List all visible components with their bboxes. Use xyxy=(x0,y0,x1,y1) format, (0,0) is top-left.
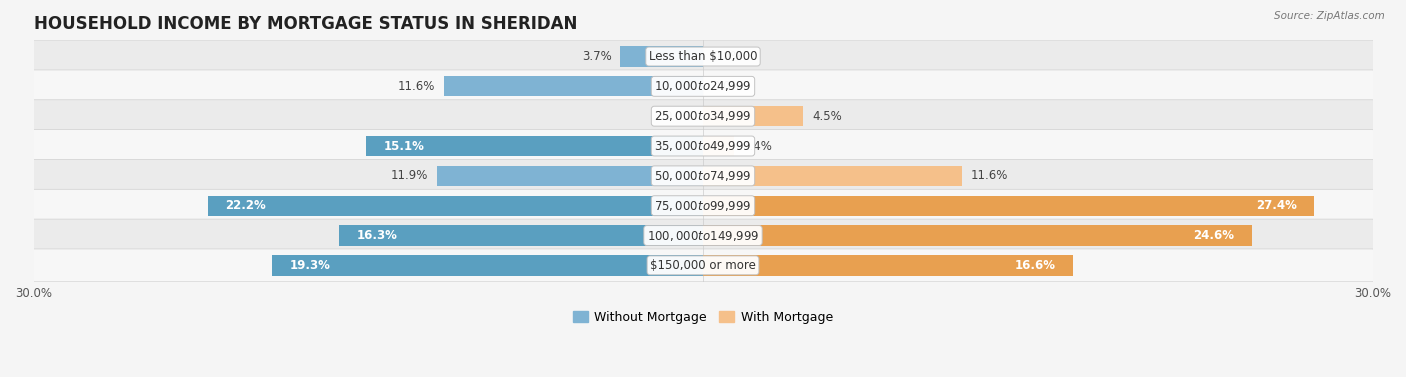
Text: 11.9%: 11.9% xyxy=(391,169,429,182)
Text: $35,000 to $49,999: $35,000 to $49,999 xyxy=(654,139,752,153)
FancyBboxPatch shape xyxy=(32,70,1374,103)
Text: 15.1%: 15.1% xyxy=(384,139,425,153)
Bar xyxy=(339,225,703,246)
Text: $50,000 to $74,999: $50,000 to $74,999 xyxy=(654,169,752,183)
Bar xyxy=(437,166,703,186)
Text: 0.0%: 0.0% xyxy=(711,50,741,63)
Text: 16.3%: 16.3% xyxy=(357,229,398,242)
FancyBboxPatch shape xyxy=(32,130,1374,162)
Bar xyxy=(208,196,703,216)
Text: 11.6%: 11.6% xyxy=(398,80,436,93)
Text: $150,000 or more: $150,000 or more xyxy=(650,259,756,272)
Text: $25,000 to $34,999: $25,000 to $34,999 xyxy=(654,109,752,123)
FancyBboxPatch shape xyxy=(32,40,1374,73)
FancyBboxPatch shape xyxy=(32,219,1374,252)
Bar xyxy=(366,136,703,156)
Text: 11.6%: 11.6% xyxy=(970,169,1008,182)
Text: 19.3%: 19.3% xyxy=(290,259,330,272)
Text: HOUSEHOLD INCOME BY MORTGAGE STATUS IN SHERIDAN: HOUSEHOLD INCOME BY MORTGAGE STATUS IN S… xyxy=(34,15,576,33)
Bar xyxy=(444,76,703,97)
Bar xyxy=(703,166,962,186)
Text: 16.6%: 16.6% xyxy=(1015,259,1056,272)
Text: 22.2%: 22.2% xyxy=(225,199,266,212)
Text: Source: ZipAtlas.com: Source: ZipAtlas.com xyxy=(1274,11,1385,21)
Text: $100,000 to $149,999: $100,000 to $149,999 xyxy=(647,228,759,242)
Text: $75,000 to $99,999: $75,000 to $99,999 xyxy=(654,199,752,213)
Text: 0.0%: 0.0% xyxy=(711,80,741,93)
Text: 24.6%: 24.6% xyxy=(1194,229,1234,242)
Bar xyxy=(703,106,803,126)
Text: 1.4%: 1.4% xyxy=(744,139,773,153)
Bar xyxy=(273,255,703,276)
FancyBboxPatch shape xyxy=(32,100,1374,133)
FancyBboxPatch shape xyxy=(32,159,1374,192)
Bar xyxy=(703,225,1251,246)
Text: 0.0%: 0.0% xyxy=(665,110,695,123)
Text: 4.5%: 4.5% xyxy=(813,110,842,123)
Bar xyxy=(703,196,1315,216)
Text: 27.4%: 27.4% xyxy=(1256,199,1296,212)
Text: $10,000 to $24,999: $10,000 to $24,999 xyxy=(654,79,752,93)
Text: Less than $10,000: Less than $10,000 xyxy=(648,50,758,63)
FancyBboxPatch shape xyxy=(32,189,1374,222)
Legend: Without Mortgage, With Mortgage: Without Mortgage, With Mortgage xyxy=(568,306,838,329)
FancyBboxPatch shape xyxy=(32,249,1374,282)
Bar xyxy=(620,46,703,67)
Text: 3.7%: 3.7% xyxy=(582,50,612,63)
Bar xyxy=(703,255,1073,276)
Bar xyxy=(703,136,734,156)
